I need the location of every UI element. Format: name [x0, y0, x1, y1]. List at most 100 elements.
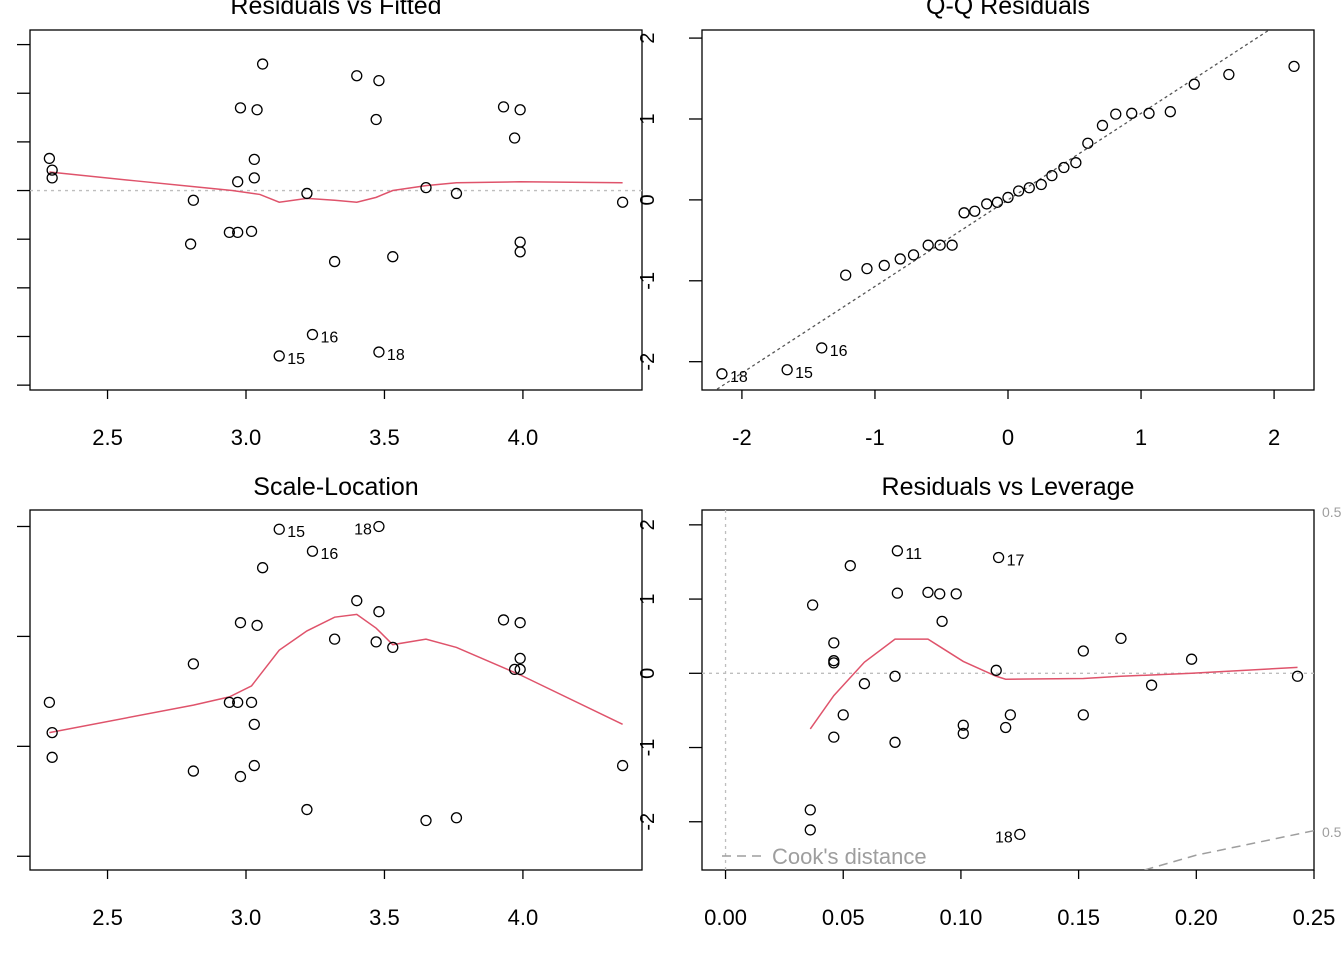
- x-tick-label: 2.5: [92, 425, 123, 450]
- data-point: [922, 239, 934, 251]
- data-point: [781, 364, 793, 376]
- y-tick-label: 1: [637, 594, 659, 605]
- point-label: 18: [995, 829, 1013, 846]
- data-point: [1077, 645, 1089, 657]
- data-point: [969, 205, 981, 217]
- plot-frame: [701, 29, 1315, 391]
- data-point: [256, 58, 269, 70]
- data-point: [223, 226, 236, 239]
- data-point: [806, 599, 819, 611]
- data-point: [46, 164, 58, 176]
- data-point: [934, 239, 946, 251]
- data-point: [828, 731, 840, 743]
- data-point: [1082, 137, 1094, 149]
- data-point: [273, 350, 285, 362]
- panel-title: Scale-Location: [253, 473, 418, 501]
- data-point: [957, 719, 969, 731]
- data-point: [514, 617, 526, 629]
- data-point: [1223, 68, 1235, 81]
- data-point: [1110, 108, 1122, 120]
- data-point: [514, 652, 526, 665]
- panel-title: Residuals vs Fitted: [230, 0, 441, 20]
- data-point: [1070, 157, 1082, 169]
- data-point: [878, 259, 890, 272]
- data-point: [828, 637, 840, 649]
- data-point: [223, 696, 236, 709]
- data-point: [840, 269, 852, 281]
- data-point: [43, 152, 56, 165]
- data-point: [256, 562, 269, 574]
- data-point: [716, 368, 728, 380]
- data-point: [1014, 828, 1026, 841]
- y-axis: -2 -1 0 1 2: [637, 519, 702, 831]
- data-point: [1143, 107, 1155, 119]
- data-point: [1077, 709, 1089, 721]
- data-point: [370, 636, 382, 648]
- point-label: 17: [1007, 553, 1025, 570]
- x-tick-label: 1: [1135, 425, 1147, 450]
- data-point: [950, 588, 962, 600]
- data-point: [43, 696, 56, 709]
- x-tick-label: 0: [1002, 425, 1014, 450]
- cooks-contour-label-lower: 0.5: [1322, 824, 1342, 840]
- y-tick-label: -2: [637, 353, 659, 371]
- point-label: 16: [320, 546, 338, 563]
- data-point: [1145, 679, 1158, 691]
- y-axis: [17, 525, 30, 857]
- data-point: [891, 587, 904, 599]
- data-point: [889, 670, 901, 682]
- y-tick-label: 2: [637, 33, 659, 44]
- data-point: [981, 198, 993, 210]
- data-point: [958, 207, 970, 219]
- plot-frame: [701, 509, 1315, 871]
- data-point: [245, 225, 258, 238]
- smoother-line: [49, 171, 623, 203]
- data-point: [957, 727, 969, 740]
- y-tick-label: 0: [637, 194, 659, 205]
- point-label: 11: [905, 546, 922, 563]
- data-point: [248, 153, 260, 166]
- x-tick-label: -2: [732, 425, 752, 450]
- panel-title: Q-Q Residuals: [926, 0, 1090, 20]
- x-axis: 2.5 3.0 3.5 4.0: [92, 390, 538, 450]
- data-point: [370, 113, 382, 126]
- point-label: 15: [287, 351, 305, 368]
- x-tick-label: 3.0: [231, 905, 262, 930]
- data-point: [306, 328, 319, 341]
- data-point: [46, 751, 58, 763]
- data-point: [351, 595, 363, 607]
- data-point: [1035, 178, 1047, 191]
- data-point: [373, 346, 385, 358]
- qq-residuals-panel: Q-Q Residuals -2 -1 0 1 2 -2 -1 0 1 2 18 15 16: [637, 0, 1315, 450]
- data-point: [1188, 78, 1200, 90]
- data-point: [450, 187, 463, 200]
- data-point: [420, 181, 432, 194]
- data-point: [273, 523, 285, 535]
- scale-location-panel: Scale-Location 2.5 3.0 3.5 4.0 15 16 18: [17, 473, 643, 930]
- data-point: [301, 803, 313, 816]
- data-point: [351, 70, 363, 82]
- data-points: 18 15 16: [716, 60, 1300, 386]
- data-point: [1291, 670, 1304, 682]
- data-point: [387, 641, 399, 654]
- x-tick-label: -1: [865, 425, 885, 450]
- data-point: [387, 251, 399, 263]
- x-tick-label: 0.10: [940, 905, 983, 930]
- data-point: [514, 246, 526, 258]
- x-tick-label: 0.05: [822, 905, 865, 930]
- data-point: [991, 196, 1004, 208]
- point-label: 18: [387, 347, 405, 364]
- data-points: 11 17 18: [804, 545, 1304, 846]
- data-point: [245, 696, 258, 709]
- cooks-distance-line: [1144, 829, 1314, 870]
- data-point: [894, 253, 906, 265]
- y-tick-label: 0: [637, 668, 659, 679]
- data-point: [234, 102, 247, 114]
- data-point: [232, 696, 244, 709]
- data-point: [946, 239, 958, 251]
- data-point: [248, 172, 260, 184]
- y-tick-label: 1: [637, 113, 659, 124]
- data-point: [328, 255, 341, 268]
- x-axis: 2.5 3.0 3.5 4.0: [92, 870, 538, 930]
